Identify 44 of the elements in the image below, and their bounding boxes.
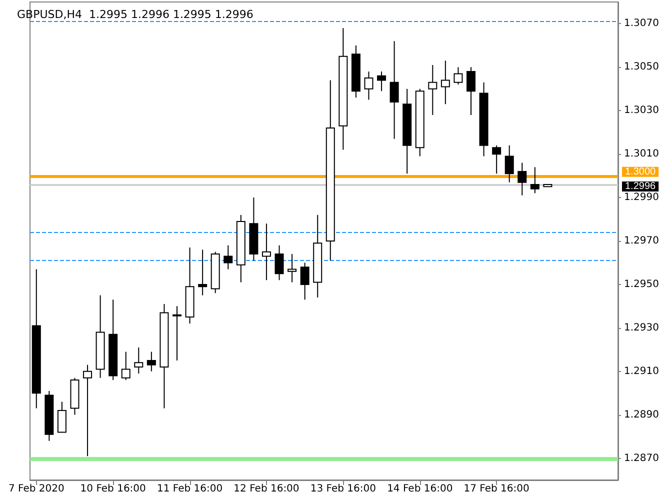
candlestick (172, 306, 182, 361)
y-tick-label: 1.2970 (624, 236, 659, 246)
candlestick (492, 144, 502, 174)
candlestick (121, 351, 130, 381)
candlestick (57, 401, 66, 433)
y-tick-label: 1.2870 (624, 452, 659, 464)
candlestick (83, 364, 92, 457)
candlestick (377, 71, 386, 92)
candlestick (428, 64, 438, 116)
candlestick (224, 244, 233, 270)
candlestick (300, 262, 310, 300)
x-tick-label: 13 Feb 16:00 (310, 484, 376, 494)
x-tick-label: 7 Feb 2020 (8, 484, 64, 494)
x-tick-label: 12 Feb 16:00 (234, 484, 300, 494)
candlestick (440, 60, 450, 105)
candlestick (466, 66, 476, 116)
x-tick-label: 11 Feb 16:00 (156, 484, 223, 494)
candlestick (504, 144, 514, 183)
candlestick (134, 346, 144, 374)
ref-line-label: 1.2996 (625, 181, 656, 192)
y-tick-label: 1.3070 (624, 18, 659, 30)
candlestick (454, 66, 463, 86)
x-tick-label: 10 Feb 16:00 (80, 484, 146, 494)
candlestick (288, 254, 297, 283)
y-tick-label: 1.2950 (624, 278, 659, 290)
y-tick-label: 1.2990 (624, 192, 659, 204)
y-tick-label: 1.3030 (624, 105, 659, 116)
candlestick (530, 166, 540, 194)
y-tick-label: 1.2890 (624, 409, 659, 420)
y-tick-label: 1.2930 (624, 322, 659, 334)
candlestick (390, 40, 399, 140)
candlestick (364, 71, 374, 100)
text: GBPUSD,H4 1.2995 1.2996 1.2995 1.2996 (17, 8, 254, 21)
ref-line-label: 1.3000 (625, 166, 656, 178)
candlestick (262, 223, 271, 281)
candlestick (274, 244, 284, 281)
candlestick (518, 162, 527, 196)
y-tick-label: 1.2910 (624, 366, 659, 377)
x-tick-label: 17 Feb 16:00 (464, 484, 530, 494)
candlestick (146, 351, 156, 372)
candlestick (198, 249, 208, 296)
x-tick-label: 14 Feb 16:00 (387, 484, 453, 494)
y-tick-label: 1.3050 (624, 62, 659, 73)
y-tick-label: 1.3010 (624, 148, 659, 160)
